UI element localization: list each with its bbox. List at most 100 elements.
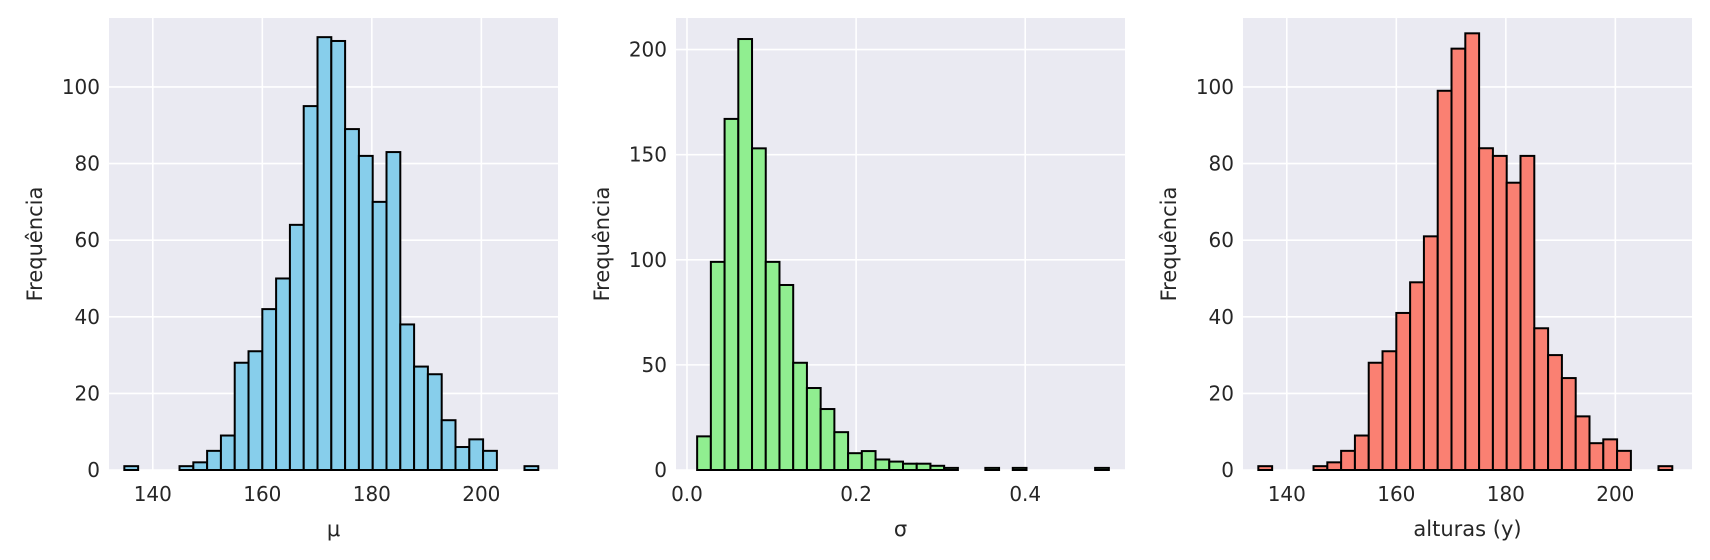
y-tick-label: 60	[75, 228, 100, 252]
x-tick-label: 0.0	[671, 482, 703, 506]
histogram-bar	[371, 200, 388, 471]
y-tick-label: 40	[1209, 305, 1234, 329]
histogram-bar	[751, 147, 767, 472]
histogram-bar	[1409, 281, 1425, 471]
histogram-bar	[805, 387, 822, 472]
histogram-bar	[1094, 466, 1110, 471]
histogram-bar	[1450, 47, 1467, 471]
histogram-bar	[1312, 465, 1329, 472]
histogram-bar	[1478, 147, 1494, 472]
histogram-bar	[1395, 311, 1412, 471]
y-tick-label: 0	[654, 458, 667, 482]
histogram-bar	[385, 151, 402, 471]
y-tick-label: 20	[1209, 381, 1234, 405]
sigma-histogram: 0.0 0.2 0.4 0 50 100 150 200 σ Frequência	[590, 18, 1125, 541]
histogram-bar	[1257, 465, 1274, 472]
histogram-bar	[1560, 377, 1577, 472]
histogram-bar	[1381, 350, 1398, 472]
histogram-bar	[819, 408, 836, 472]
y-tick-label: 100	[1196, 75, 1234, 99]
histogram-bar	[1464, 32, 1481, 472]
heights-histogram: 140 160 180 200 0 20 40 60 80 100 alturas (y) Frequ…	[1157, 18, 1692, 541]
y-tick-label: 0	[1221, 458, 1234, 482]
histogram-bar	[192, 461, 209, 472]
histogram-bar	[219, 434, 236, 471]
histogram-bar	[426, 373, 443, 471]
x-tick-label: 200	[1596, 482, 1634, 506]
histogram-bar	[288, 223, 305, 471]
y-tick-label: 80	[75, 152, 100, 176]
histogram-bar	[247, 350, 264, 472]
histogram-bar	[860, 450, 877, 472]
histogram-bar	[778, 283, 795, 472]
histogram-bar	[302, 105, 319, 472]
histogram-bar	[357, 154, 374, 471]
histogram-bar	[413, 365, 429, 471]
y-tick-label: 50	[642, 353, 667, 377]
histogram-bar	[330, 39, 347, 471]
y-axis-label: Frequência	[590, 187, 614, 302]
histogram-bar	[929, 464, 946, 471]
histogram-bar	[1602, 438, 1619, 471]
y-tick-label: 80	[1209, 152, 1234, 176]
histogram-bar	[316, 36, 333, 471]
y-tick-label: 20	[75, 381, 100, 405]
y-tick-label: 40	[75, 305, 100, 329]
x-axis-label: alturas (y)	[1413, 517, 1521, 541]
histogram-bar	[178, 465, 195, 472]
histogram-bar	[1574, 415, 1591, 472]
histogram-bar	[943, 466, 959, 471]
histogram-bar	[984, 466, 1001, 471]
histogram-bar	[1011, 466, 1028, 471]
histogram-bar	[1436, 89, 1453, 471]
x-tick-label: 180	[1487, 482, 1525, 506]
y-tick-label: 150	[629, 143, 667, 167]
x-tick-label: 140	[1268, 482, 1306, 506]
histogram-bar	[275, 277, 291, 471]
histogram-bar	[1326, 461, 1343, 472]
y-tick-label: 0	[87, 458, 100, 482]
histogram-bar	[468, 438, 485, 471]
histogram-bar	[915, 462, 932, 472]
histogram-bar	[1588, 442, 1605, 471]
histogram-bar	[123, 465, 140, 472]
x-tick-label: 0.4	[1009, 482, 1041, 506]
histogram-bar	[737, 38, 754, 471]
histogram-bar	[833, 431, 850, 472]
histogram-bar	[1353, 434, 1370, 471]
histogram-bar	[1422, 235, 1439, 471]
y-tick-label: 200	[629, 38, 667, 62]
histogram-bar	[1519, 154, 1536, 471]
histogram-bar	[792, 361, 808, 472]
histogram-bar	[454, 446, 471, 471]
histogram-bar	[1533, 327, 1550, 471]
histogram-bar	[523, 465, 540, 472]
x-tick-label: 140	[134, 482, 172, 506]
histogram-bar	[764, 260, 781, 472]
histogram-bar	[1547, 354, 1563, 471]
x-axis-label: σ	[894, 517, 907, 541]
x-tick-label: 200	[462, 482, 500, 506]
histogram-bar	[874, 458, 891, 472]
histogram-bar	[1657, 465, 1674, 472]
x-axis-label: μ	[327, 517, 340, 541]
y-tick-label: 100	[629, 248, 667, 272]
y-axis-label: Frequência	[23, 187, 47, 302]
y-axis-label: Frequência	[1157, 187, 1181, 302]
histogram-bar	[696, 435, 712, 472]
histogram-bar	[723, 117, 740, 472]
histogram-bar	[1616, 449, 1632, 471]
histogram-bar	[344, 128, 360, 471]
y-tick-label: 60	[1209, 228, 1234, 252]
histogram-bar	[847, 452, 863, 472]
histogram-bar	[888, 460, 904, 472]
histogram-bar	[440, 419, 457, 472]
x-tick-label: 160	[243, 482, 281, 506]
histogram-bar	[709, 260, 726, 472]
y-tick-label: 100	[62, 75, 100, 99]
x-tick-label: 180	[353, 482, 391, 506]
histogram-bar	[901, 462, 918, 472]
histogram-bar	[1367, 361, 1384, 471]
histogram-bar	[399, 323, 416, 471]
histogram-bar	[482, 449, 498, 471]
